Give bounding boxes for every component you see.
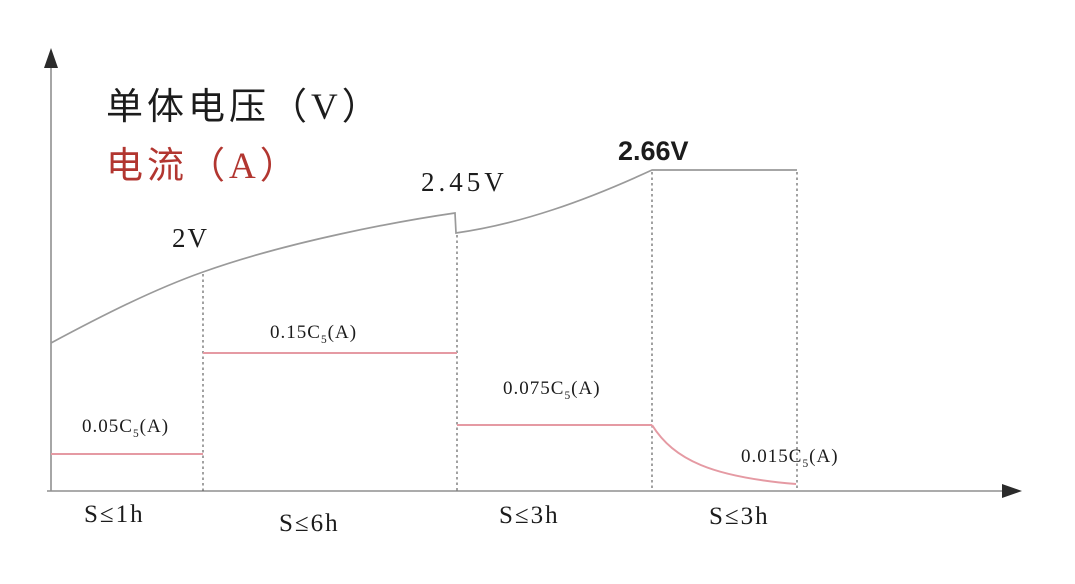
current-marker-subscript: 5 [564, 389, 572, 402]
stage-label-1: S≤1h [84, 501, 145, 528]
stage-label-2: S≤6h [279, 510, 340, 537]
stage-label-4: S≤3h [709, 503, 770, 530]
current-marker-unit: (A) [139, 416, 170, 437]
current-marker-0-05c5: 0.05C5(A) [82, 416, 169, 440]
voltage-marker-2-66v: 2.66V [618, 136, 689, 166]
x-axis-arrowhead-icon [1002, 484, 1022, 498]
current-marker-text: 0.075C [503, 378, 565, 399]
current-marker-text: 0.05C [82, 416, 133, 437]
current-marker-unit: (A) [327, 322, 358, 343]
current-marker-subscript: 5 [320, 333, 328, 346]
current-marker-text: 0.15C [270, 322, 321, 343]
stage-boundary-dashed-lines [202, 172, 798, 491]
current-marker-unit: (A) [571, 378, 601, 399]
current-marker-text: 0.015C [741, 446, 803, 467]
current-marker-0-075c5: 0.075C5(A) [503, 378, 601, 402]
voltage-marker-2-45v: 2.45V [421, 167, 508, 197]
voltage-marker-2v: 2V [172, 223, 209, 253]
current-marker-subscript: 5 [802, 457, 810, 470]
stage-label-3: S≤3h [499, 502, 560, 529]
current-marker-0-015c5: 0.015C5(A) [741, 446, 839, 470]
current-marker-unit: (A) [809, 446, 839, 467]
current-legend-label: 电流（A） [106, 146, 301, 187]
voltage-legend-label: 单体电压（V） [106, 87, 383, 128]
current-marker-0-15c5: 0.15C5(A) [270, 322, 357, 346]
voltage-curve [50, 169, 797, 344]
y-axis-arrowhead-icon [44, 48, 58, 68]
current-curve [51, 352, 797, 485]
current-marker-subscript: 5 [132, 427, 140, 440]
